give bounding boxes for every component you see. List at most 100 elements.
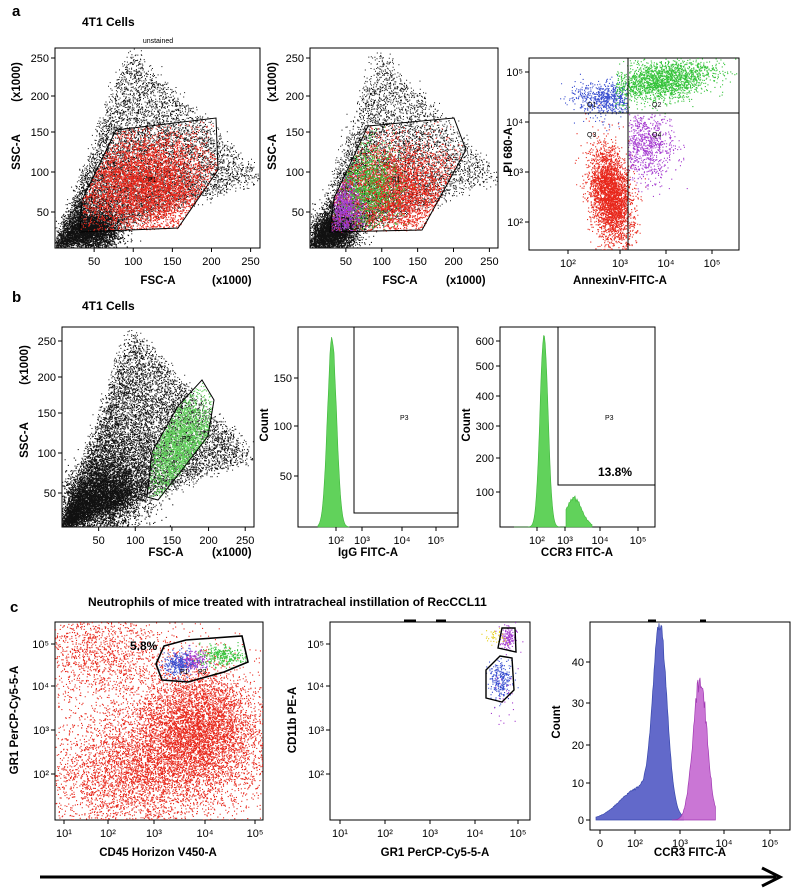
y-tick-label: 10² — [33, 769, 49, 781]
panel-letter-a: a — [12, 3, 21, 20]
plot-c1: 5.8% P1 P2 10¹ 10² 10³ 10⁴ 10⁵ 10² 10³ 10⁴ 10⁵ C… — [9, 621, 264, 859]
plot-a2-ylabel: SSC-A — [267, 134, 279, 170]
dots-q2 — [615, 58, 738, 115]
plot-a1-xlabel: FSC-A — [140, 275, 175, 287]
y-tick-label: 250 — [38, 336, 56, 348]
y-tick-label: 0 — [578, 815, 584, 827]
gate-c2-mid — [485, 655, 515, 703]
gate-p2-b1 — [146, 379, 215, 501]
plot-c2-xlabel: GR1 PerCP-Cy5-5-A — [381, 847, 490, 859]
plot-a3-ticks: 10² 10³ 10⁴ 10⁵ 10² 10³ 10⁴ 10⁵ — [506, 67, 720, 270]
y-tick-label: 10 — [572, 778, 584, 790]
plot-c1-xlabel: CD45 Horizon V450-A — [99, 847, 217, 859]
plot-b2-ticks: 10² 10³ 10⁴ 10⁵ 50 100 150 — [274, 373, 445, 547]
x-tick-label: 50 — [340, 256, 352, 268]
histogram-isotype — [595, 623, 684, 821]
x-tick-label: 10³ — [557, 535, 573, 547]
gate-c1 — [155, 635, 249, 683]
plot-a1-frame — [54, 47, 261, 249]
x-tick-label: 100 — [124, 256, 142, 268]
y-tick-label: 250 — [286, 53, 304, 65]
x-tick-label: 200 — [202, 256, 220, 268]
plot-a3: Q1 Q2 Q3 Q4 10² 10³ 10⁴ 10⁵ 10² 10³ 10⁴ 10⁵ Ann… — [503, 57, 740, 287]
panel-a-title: 4T1 Cells — [82, 15, 135, 29]
plot-a2-xlabel: FSC-A — [382, 275, 417, 287]
histogram-ccr3 — [514, 335, 593, 528]
x-tick-label: 10⁵ — [704, 258, 721, 270]
x-tick-label: 150 — [408, 256, 426, 268]
y-tick-label: 10⁵ — [32, 639, 49, 651]
x-tick-label: 250 — [241, 256, 259, 268]
x-tick-label: 10² — [377, 828, 393, 840]
plot-a1: unstained P1 50 100 150 200 250 50 100 150 200 25… — [11, 38, 261, 287]
histogram-ccr3-c — [671, 677, 716, 821]
x-tick-label: 10² — [627, 838, 643, 850]
x-tick-label: 10³ — [422, 828, 438, 840]
y-tick-label: 10³ — [507, 167, 523, 179]
x-tick-label: 150 — [163, 256, 181, 268]
y-tick-label: 600 — [476, 336, 494, 348]
y-tick-label: 50 — [280, 471, 292, 483]
plot-c3-frame — [589, 621, 791, 831]
x-tick-label: 250 — [236, 535, 254, 547]
plot-a1-ticks: 50 100 150 200 250 50 100 150 200 250 — [31, 53, 260, 268]
y-tick-label: 200 — [31, 91, 49, 103]
dots-ungated-b1 — [62, 330, 254, 527]
plot-c3-ticks: 0 10² 10³ 10⁴ 10⁵ 0 10 20 30 40 — [572, 657, 779, 850]
plot-a2-frame — [309, 47, 499, 249]
quadrant-q2: Q2 — [652, 102, 661, 109]
x-tick-label: 150 — [163, 535, 181, 547]
time-arrow — [40, 866, 784, 888]
x-tick-label: 100 — [126, 535, 144, 547]
x-tick-label: 10⁴ — [394, 535, 411, 547]
x-tick-label: 10³ — [354, 535, 370, 547]
gate-label-c1-p1: P1 — [180, 669, 189, 676]
quadrant-q1: Q1 — [587, 102, 596, 109]
dots-p1-c1 — [159, 647, 207, 681]
quadrant-q3: Q3 — [587, 132, 596, 139]
plot-a2: P1 50 100 150 200 250 50 100 150 200 250 FSC-A (x… — [267, 47, 499, 287]
y-tick-label: 40 — [572, 657, 584, 669]
panel-c-title: Neutrophils of mice treated with intratr… — [88, 595, 487, 609]
plot-c2-ticks: 10¹ 10² 10³ 10⁴ 10⁵ 10² 10³ 10⁴ 10⁵ — [307, 639, 526, 840]
plot-a2-ticks: 50 100 150 200 250 50 100 150 200 250 — [286, 53, 499, 268]
y-tick-label: 50 — [37, 207, 49, 219]
y-tick-label: 50 — [292, 207, 304, 219]
plot-b2-ylabel: Count — [259, 408, 271, 441]
y-tick-label: 10² — [507, 217, 523, 229]
plot-a1-ylabel: SSC-A — [11, 134, 23, 170]
y-tick-label: 200 — [38, 372, 56, 384]
plot-c3: 0 10² 10³ 10⁴ 10⁵ 0 10 20 30 40 CCR3 FITC-A Count — [551, 619, 791, 859]
plot-b3-xlabel: CCR3 FITC-A — [541, 547, 613, 559]
gate-label-b3: P3 — [605, 415, 614, 422]
x-tick-label: 10³ — [146, 828, 162, 840]
x-tick-label: 10⁵ — [247, 828, 264, 840]
plot-a3-dots — [560, 58, 738, 250]
plot-b1: P2 50 100 150 200 250 50 100 150 200 250 FSC-A (x… — [19, 326, 255, 559]
plot-b3-ticks: 10² 10³ 10⁴ 10⁵ 100 200 300 400 500 600 — [476, 336, 647, 547]
y-tick-label: 30 — [572, 698, 584, 710]
y-tick-label: 100 — [38, 448, 56, 460]
x-tick-label: 0 — [597, 838, 603, 850]
y-tick-label: 300 — [476, 421, 494, 433]
y-tick-label: 10⁴ — [506, 117, 523, 129]
dots-yellow-c2 — [481, 627, 509, 646]
plot-b1-ylabel: SSC-A — [19, 422, 31, 458]
plot-a2-dots — [310, 52, 498, 248]
dots-q4 — [628, 114, 688, 197]
gate-label-c1-p2: P2 — [198, 669, 207, 676]
dots-all2-c1 — [93, 623, 263, 820]
dots-top-c1 — [55, 622, 216, 723]
x-tick-label: 10⁴ — [716, 838, 733, 850]
dots-debris-a1 — [55, 195, 142, 248]
dots-p1-a1 — [80, 121, 219, 232]
x-tick-label: 10³ — [672, 838, 688, 850]
plot-a3-ylabel: PI 680-A — [503, 127, 515, 172]
x-tick-label: 10⁴ — [592, 535, 609, 547]
plot-b3-ylabel: Count — [461, 408, 473, 441]
dots-q1 — [560, 73, 629, 132]
dots-scatter-c2 — [490, 668, 519, 725]
y-tick-label: 10⁵ — [506, 67, 523, 79]
gate-p1-a2 — [329, 117, 467, 233]
plot-b2: P3 10² 10³ 10⁴ 10⁵ 50 100 150 IgG FITC-A Count — [259, 326, 459, 559]
